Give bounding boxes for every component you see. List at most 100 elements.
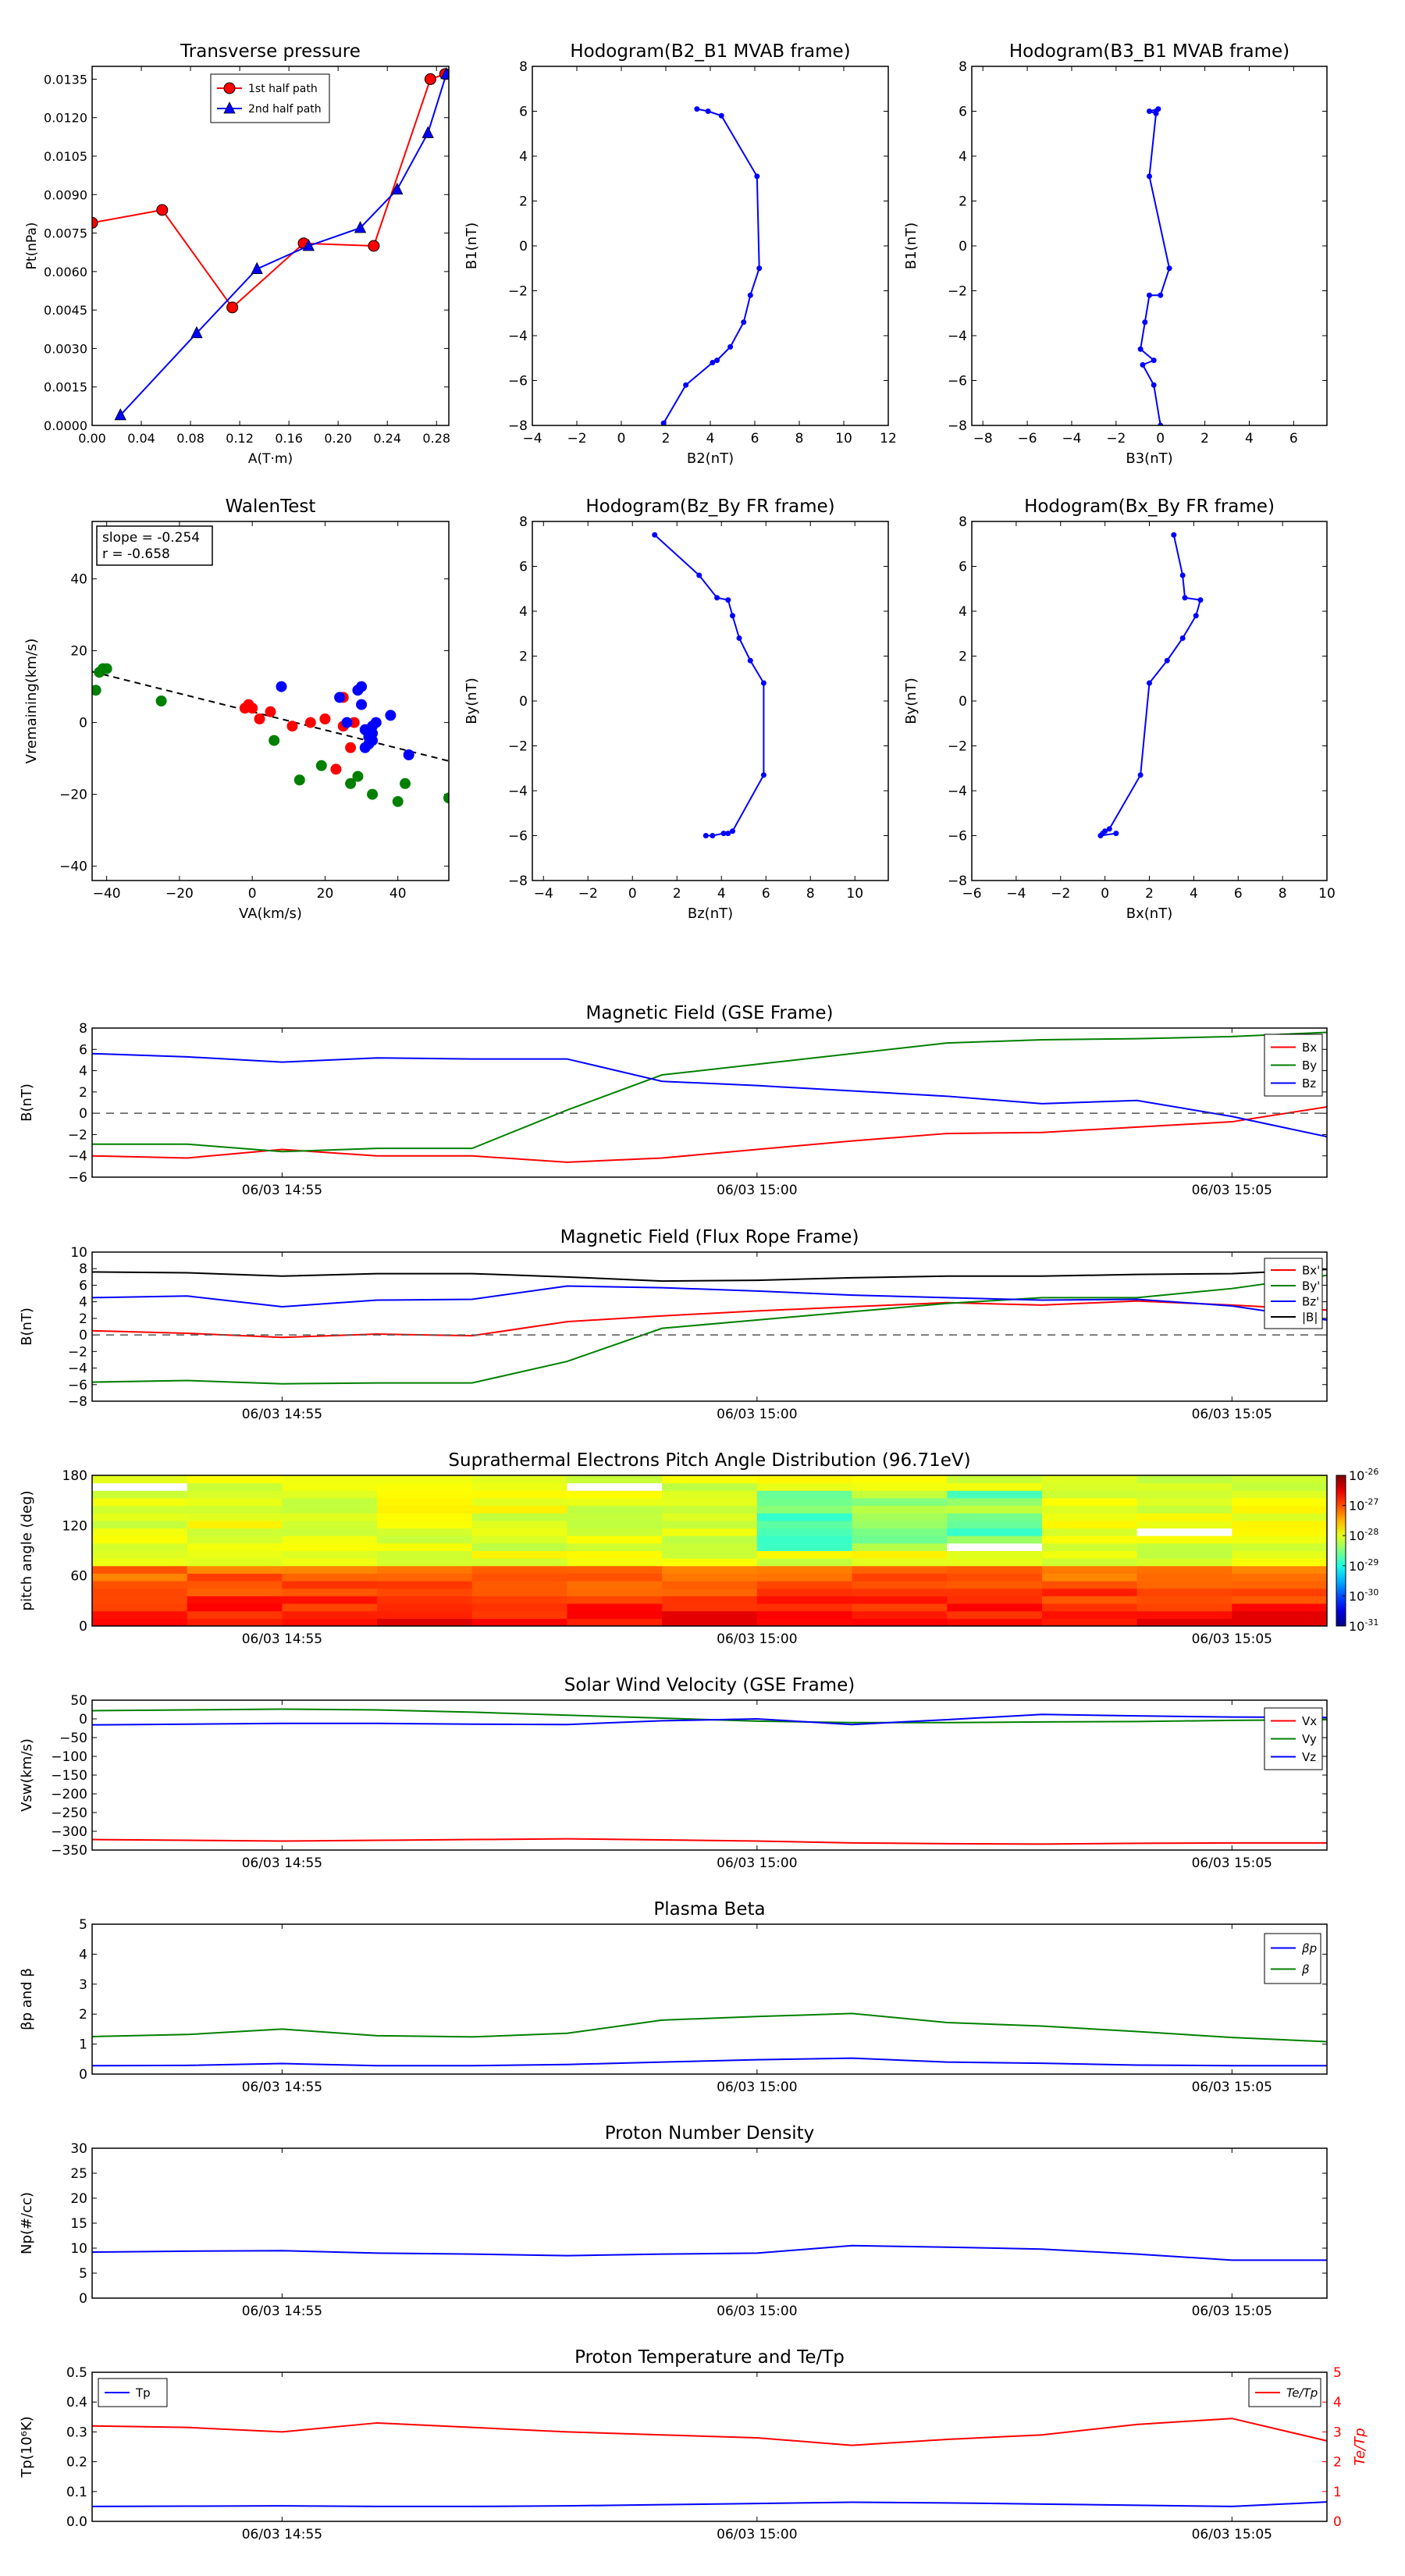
data-point bbox=[760, 680, 767, 686]
heatmap-cell bbox=[282, 1528, 378, 1536]
heatmap-cell bbox=[662, 1603, 758, 1612]
data-point bbox=[1142, 319, 1148, 326]
heatmap-cell bbox=[92, 1618, 188, 1627]
heatmap-cell bbox=[1232, 1573, 1328, 1582]
series-line-Vz bbox=[92, 1713, 1327, 1726]
heatmap-cell bbox=[471, 1565, 567, 1574]
heatmap-cell bbox=[567, 1573, 663, 1582]
x-tick-label: −4 bbox=[1006, 886, 1026, 902]
chart-tp: Transverse pressure 0.00 0.04 0.08 0.12 0.16 0… bbox=[24, 41, 450, 467]
chart-title: Proton Temperature and Te/Tp bbox=[574, 2347, 845, 2368]
series-line-By' bbox=[92, 1274, 1327, 1385]
colorbar-label: 10-28 bbox=[1349, 1527, 1378, 1543]
x-tick-label: 06/03 14:55 bbox=[242, 2080, 322, 2095]
heatmap-cell bbox=[282, 1581, 378, 1589]
y-tick-label: 8 bbox=[519, 59, 528, 75]
heatmap-cell bbox=[1136, 1505, 1232, 1514]
heatmap-cell bbox=[756, 1490, 853, 1499]
y-tick-label: 0.4 bbox=[66, 2395, 87, 2411]
heatmap-cell bbox=[662, 1528, 758, 1536]
chart-title: Hodogram(B3_B1 MVAB frame) bbox=[1009, 41, 1289, 62]
y-tick-label: −40 bbox=[59, 859, 87, 875]
y-tick-label: 2 bbox=[79, 1085, 87, 1101]
x-tick-label: −40 bbox=[93, 886, 121, 902]
y-tick-label: 0 bbox=[519, 694, 528, 710]
data-point bbox=[1147, 109, 1152, 114]
data-point bbox=[156, 204, 169, 216]
heatmap-cell bbox=[852, 1482, 948, 1491]
data-point bbox=[1166, 265, 1172, 272]
colorbar-label: 10-26 bbox=[1349, 1467, 1378, 1483]
heatmap-cell bbox=[1041, 1596, 1138, 1604]
y2-axis-label: Te/Tp bbox=[1352, 2428, 1368, 2465]
plot-area bbox=[1097, 532, 1204, 838]
x-tick-label: −6 bbox=[1018, 431, 1037, 447]
heatmap-cell bbox=[1232, 1581, 1328, 1589]
data-point bbox=[101, 663, 112, 674]
heatmap-cell bbox=[1136, 1618, 1232, 1627]
y-tick-label: −350 bbox=[51, 1843, 87, 1859]
x-tick-label: 2 bbox=[662, 431, 670, 447]
plot-frame bbox=[532, 521, 889, 881]
colorbar-label: 10-27 bbox=[1349, 1497, 1378, 1514]
heatmap-cell bbox=[1232, 1588, 1328, 1596]
y-tick-label: 8 bbox=[959, 59, 967, 75]
data-point bbox=[422, 126, 434, 138]
heatmap-cell bbox=[947, 1528, 1043, 1536]
heatmap-cell bbox=[282, 1565, 378, 1574]
x-tick-label: 10 bbox=[835, 431, 852, 447]
data-point bbox=[1113, 831, 1119, 837]
data-point bbox=[756, 265, 763, 272]
y-tick-label: 0 bbox=[79, 2291, 87, 2307]
x-tick-label: 0 bbox=[248, 886, 257, 902]
data-point bbox=[1151, 382, 1157, 388]
x-tick-label: −2 bbox=[1051, 886, 1070, 902]
x-tick-label: 0.16 bbox=[275, 431, 303, 446]
series-line bbox=[663, 108, 760, 424]
legend bbox=[210, 73, 330, 123]
y-tick-label: −6 bbox=[948, 374, 967, 390]
x-tick-label: 0 bbox=[1101, 886, 1109, 902]
heatmap-cell bbox=[1136, 1565, 1232, 1574]
y-tick-label: 4 bbox=[959, 604, 967, 620]
heatmap-cell bbox=[852, 1558, 948, 1567]
data-point bbox=[392, 795, 404, 807]
data-point bbox=[247, 703, 258, 714]
data-point bbox=[1197, 597, 1204, 603]
x-tick-label: 4 bbox=[1245, 431, 1254, 447]
heatmap-cell bbox=[1136, 1475, 1232, 1484]
heatmap-cell bbox=[567, 1505, 663, 1514]
x-tick-label: 8 bbox=[806, 886, 815, 902]
heatmap-cell bbox=[756, 1558, 853, 1567]
x-tick-label: 06/03 15:05 bbox=[1192, 1183, 1272, 1198]
x-tick-label: 6 bbox=[762, 886, 770, 902]
heatmap-cell bbox=[471, 1490, 567, 1499]
y-axis-label: By(nT) bbox=[903, 678, 919, 724]
data-point bbox=[1193, 613, 1199, 619]
x-tick-label: 2 bbox=[1200, 431, 1209, 447]
heatmap-cell bbox=[471, 1475, 567, 1484]
y-tick-label: −2 bbox=[508, 739, 528, 755]
y-tick-label: −4 bbox=[948, 329, 967, 344]
legend-label: Bz' bbox=[1302, 1294, 1319, 1308]
chart-h1: Hodogram(B2_B1 MVAB frame) −4 −2 0 2 4 6 8 10 12 −… bbox=[464, 41, 897, 467]
heatmap-cell bbox=[92, 1513, 188, 1521]
plot-area bbox=[92, 66, 449, 421]
heatmap-cell bbox=[852, 1588, 948, 1596]
data-point bbox=[754, 173, 760, 180]
heatmap-cell bbox=[662, 1497, 758, 1507]
heatmap-cell bbox=[947, 1596, 1043, 1604]
y-axis-label: Vsw(km/s) bbox=[19, 1738, 35, 1812]
heatmap-cell bbox=[1041, 1513, 1138, 1521]
y2-tick-label: 1 bbox=[1333, 2485, 1342, 2500]
y-tick-label: −8 bbox=[508, 873, 528, 889]
heatmap-cell bbox=[756, 1542, 853, 1551]
y2-tick-label: 5 bbox=[1333, 2365, 1342, 2381]
x-tick-label: 06/03 15:00 bbox=[717, 1407, 797, 1422]
data-point bbox=[727, 343, 734, 350]
heatmap-cell bbox=[187, 1497, 283, 1507]
y-tick-label: 0 bbox=[519, 239, 528, 254]
series-line-Tp bbox=[91, 2501, 1328, 2507]
legend-label: By bbox=[1302, 1059, 1317, 1073]
y-axis-label: B(nT) bbox=[19, 1083, 35, 1122]
